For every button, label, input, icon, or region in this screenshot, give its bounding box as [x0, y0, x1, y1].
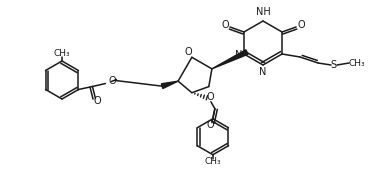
Text: N: N	[259, 67, 267, 77]
Text: O: O	[221, 20, 229, 30]
Text: CH₃: CH₃	[349, 58, 365, 68]
Polygon shape	[212, 50, 248, 69]
Text: NH: NH	[256, 7, 270, 17]
Polygon shape	[161, 81, 178, 89]
Text: O: O	[206, 120, 214, 130]
Text: O: O	[206, 92, 214, 102]
Text: O: O	[184, 47, 192, 57]
Text: O: O	[297, 20, 305, 30]
Text: O: O	[94, 96, 101, 106]
Text: N: N	[235, 50, 243, 60]
Text: O: O	[109, 76, 116, 86]
Text: S: S	[330, 60, 336, 70]
Text: CH₃: CH₃	[205, 157, 221, 166]
Text: CH₃: CH₃	[54, 49, 70, 58]
